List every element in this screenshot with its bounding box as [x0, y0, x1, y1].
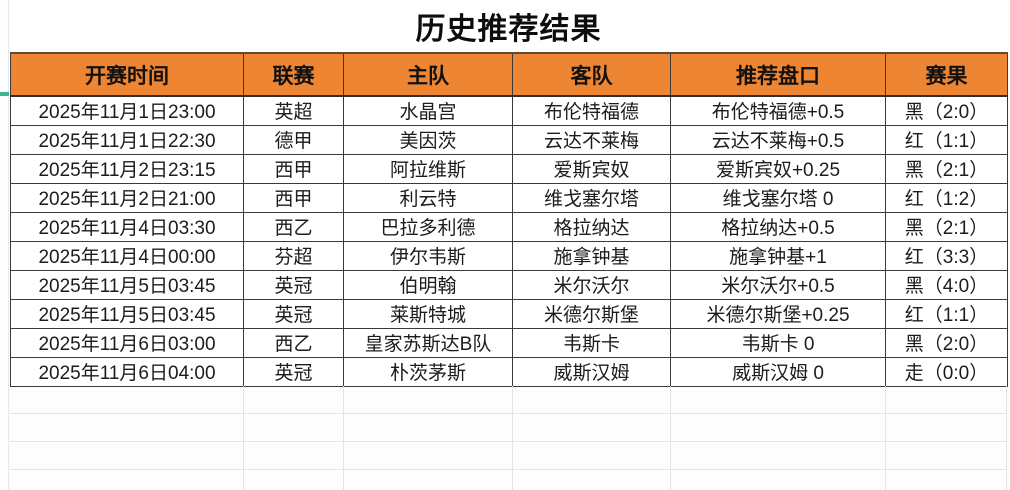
cell-result[interactable]: 红（1:2） — [885, 182, 1008, 213]
cell-league[interactable]: 英超 — [243, 95, 344, 126]
cell-league[interactable]: 德甲 — [243, 124, 344, 155]
cell-league[interactable]: 芬超 — [243, 240, 344, 271]
cell-away[interactable]: 爱斯宾奴 — [512, 153, 671, 184]
cell-handicap[interactable]: 米尔沃尔+0.5 — [670, 269, 886, 300]
cell-result[interactable]: 黑（2:0） — [885, 95, 1008, 126]
table-row: 2025年11月6日03:00 西乙 皇家苏斯达B队 韦斯卡 韦斯卡 0 黑（2… — [10, 327, 1008, 358]
cell-league[interactable]: 西乙 — [243, 327, 344, 358]
cell-home[interactable]: 伯明翰 — [343, 269, 513, 300]
table-row: 2025年11月4日03:30 西乙 巴拉多利德 格拉纳达 格拉纳达+0.5 黑… — [10, 211, 1008, 242]
table-row: 2025年11月4日00:00 芬超 伊尔韦斯 施拿钟基 施拿钟基+1 红（3:… — [10, 240, 1008, 271]
cell-handicap[interactable]: 韦斯卡 0 — [670, 327, 886, 358]
cell-result[interactable]: 黑（2:1） — [885, 153, 1008, 184]
cell-handicap[interactable]: 米德尔斯堡+0.25 — [670, 298, 886, 329]
cell-home[interactable]: 阿拉维斯 — [343, 153, 513, 184]
header-row: 开赛时间 联赛 主队 客队 推荐盘口 赛果 — [10, 52, 1008, 97]
cell-time[interactable]: 2025年11月6日03:00 — [10, 327, 244, 358]
table-row: 2025年11月1日22:30 德甲 美因茨 云达不莱梅 云达不莱梅+0.5 红… — [10, 124, 1008, 155]
cell-away[interactable]: 韦斯卡 — [512, 327, 671, 358]
cell-home[interactable]: 水晶宫 — [343, 95, 513, 126]
cell-time[interactable]: 2025年11月5日03:45 — [10, 269, 244, 300]
empty-grid-cells[interactable] — [10, 386, 1007, 490]
cell-handicap[interactable]: 施拿钟基+1 — [670, 240, 886, 271]
cell-league[interactable]: 英冠 — [243, 298, 344, 329]
cell-result[interactable]: 红（1:1） — [885, 298, 1008, 329]
cell-away[interactable]: 布伦特福德 — [512, 95, 671, 126]
cell-away[interactable]: 威斯汉姆 — [512, 356, 671, 387]
table-row: 2025年11月1日23:00 英超 水晶宫 布伦特福德 布伦特福德+0.5 黑… — [10, 95, 1008, 126]
cell-away[interactable]: 施拿钟基 — [512, 240, 671, 271]
header-cell-away[interactable]: 客队 — [512, 52, 671, 97]
cell-time[interactable]: 2025年11月5日03:45 — [10, 298, 244, 329]
cell-handicap[interactable]: 维戈塞尔塔 0 — [670, 182, 886, 213]
header-cell-result[interactable]: 赛果 — [885, 52, 1008, 97]
cell-result[interactable]: 走（0:0） — [885, 356, 1008, 387]
cell-home[interactable]: 美因茨 — [343, 124, 513, 155]
cell-result[interactable]: 红（1:1） — [885, 124, 1008, 155]
header-cell-handicap[interactable]: 推荐盘口 — [670, 52, 886, 97]
cell-time[interactable]: 2025年11月4日00:00 — [10, 240, 244, 271]
cell-league[interactable]: 西乙 — [243, 211, 344, 242]
cell-handicap[interactable]: 布伦特福德+0.5 — [670, 95, 886, 126]
cell-time[interactable]: 2025年11月2日23:15 — [10, 153, 244, 184]
cell-league[interactable]: 西甲 — [243, 182, 344, 213]
cell-time[interactable]: 2025年11月6日04:00 — [10, 356, 244, 387]
cell-league[interactable]: 英冠 — [243, 269, 344, 300]
page-title: 历史推荐结果 — [415, 13, 602, 46]
selection-artifact-left — [0, 92, 9, 96]
cell-time[interactable]: 2025年11月2日21:00 — [10, 182, 244, 213]
cell-league[interactable]: 英冠 — [243, 356, 344, 387]
table-row: 2025年11月6日04:00 英冠 朴茨茅斯 威斯汉姆 威斯汉姆 0 走（0:… — [10, 356, 1008, 387]
header-cell-league[interactable]: 联赛 — [243, 52, 344, 97]
cell-result[interactable]: 黑（2:1） — [885, 211, 1008, 242]
cell-time[interactable]: 2025年11月4日03:30 — [10, 211, 244, 242]
cell-result[interactable]: 黑（4:0） — [885, 269, 1008, 300]
cell-home[interactable]: 皇家苏斯达B队 — [343, 327, 513, 358]
table-row: 2025年11月2日23:15 西甲 阿拉维斯 爱斯宾奴 爱斯宾奴+0.25 黑… — [10, 153, 1008, 184]
header-cell-home[interactable]: 主队 — [343, 52, 513, 97]
cell-handicap[interactable]: 爱斯宾奴+0.25 — [670, 153, 886, 184]
cell-time[interactable]: 2025年11月1日22:30 — [10, 124, 244, 155]
cell-away[interactable]: 云达不莱梅 — [512, 124, 671, 155]
cell-home[interactable]: 利云特 — [343, 182, 513, 213]
cell-home[interactable]: 朴茨茅斯 — [343, 356, 513, 387]
cell-handicap[interactable]: 云达不莱梅+0.5 — [670, 124, 886, 155]
table-row: 2025年11月5日03:45 英冠 伯明翰 米尔沃尔 米尔沃尔+0.5 黑（4… — [10, 269, 1008, 300]
row-header-strip — [0, 0, 9, 490]
cell-away[interactable]: 格拉纳达 — [512, 211, 671, 242]
cell-away[interactable]: 维戈塞尔塔 — [512, 182, 671, 213]
table-row: 2025年11月2日21:00 西甲 利云特 维戈塞尔塔 维戈塞尔塔 0 红（1… — [10, 182, 1008, 213]
cell-result[interactable]: 红（3:3） — [885, 240, 1008, 271]
table-body: 2025年11月1日23:00 英超 水晶宫 布伦特福德 布伦特福德+0.5 黑… — [10, 95, 1008, 387]
cell-home[interactable]: 莱斯特城 — [343, 298, 513, 329]
title-cell[interactable]: 历史推荐结果 — [10, 0, 1007, 52]
results-table: 开赛时间 联赛 主队 客队 推荐盘口 赛果 2025年11月1日23:00 英超… — [10, 52, 1008, 387]
cell-handicap[interactable]: 格拉纳达+0.5 — [670, 211, 886, 242]
table-row: 2025年11月5日03:45 英冠 莱斯特城 米德尔斯堡 米德尔斯堡+0.25… — [10, 298, 1008, 329]
cell-time[interactable]: 2025年11月1日23:00 — [10, 95, 244, 126]
header-cell-time[interactable]: 开赛时间 — [10, 52, 244, 97]
cell-handicap[interactable]: 威斯汉姆 0 — [670, 356, 886, 387]
cell-home[interactable]: 巴拉多利德 — [343, 211, 513, 242]
cell-away[interactable]: 米德尔斯堡 — [512, 298, 671, 329]
cell-home[interactable]: 伊尔韦斯 — [343, 240, 513, 271]
cell-away[interactable]: 米尔沃尔 — [512, 269, 671, 300]
cell-result[interactable]: 黑（2:0） — [885, 327, 1008, 358]
cell-league[interactable]: 西甲 — [243, 153, 344, 184]
